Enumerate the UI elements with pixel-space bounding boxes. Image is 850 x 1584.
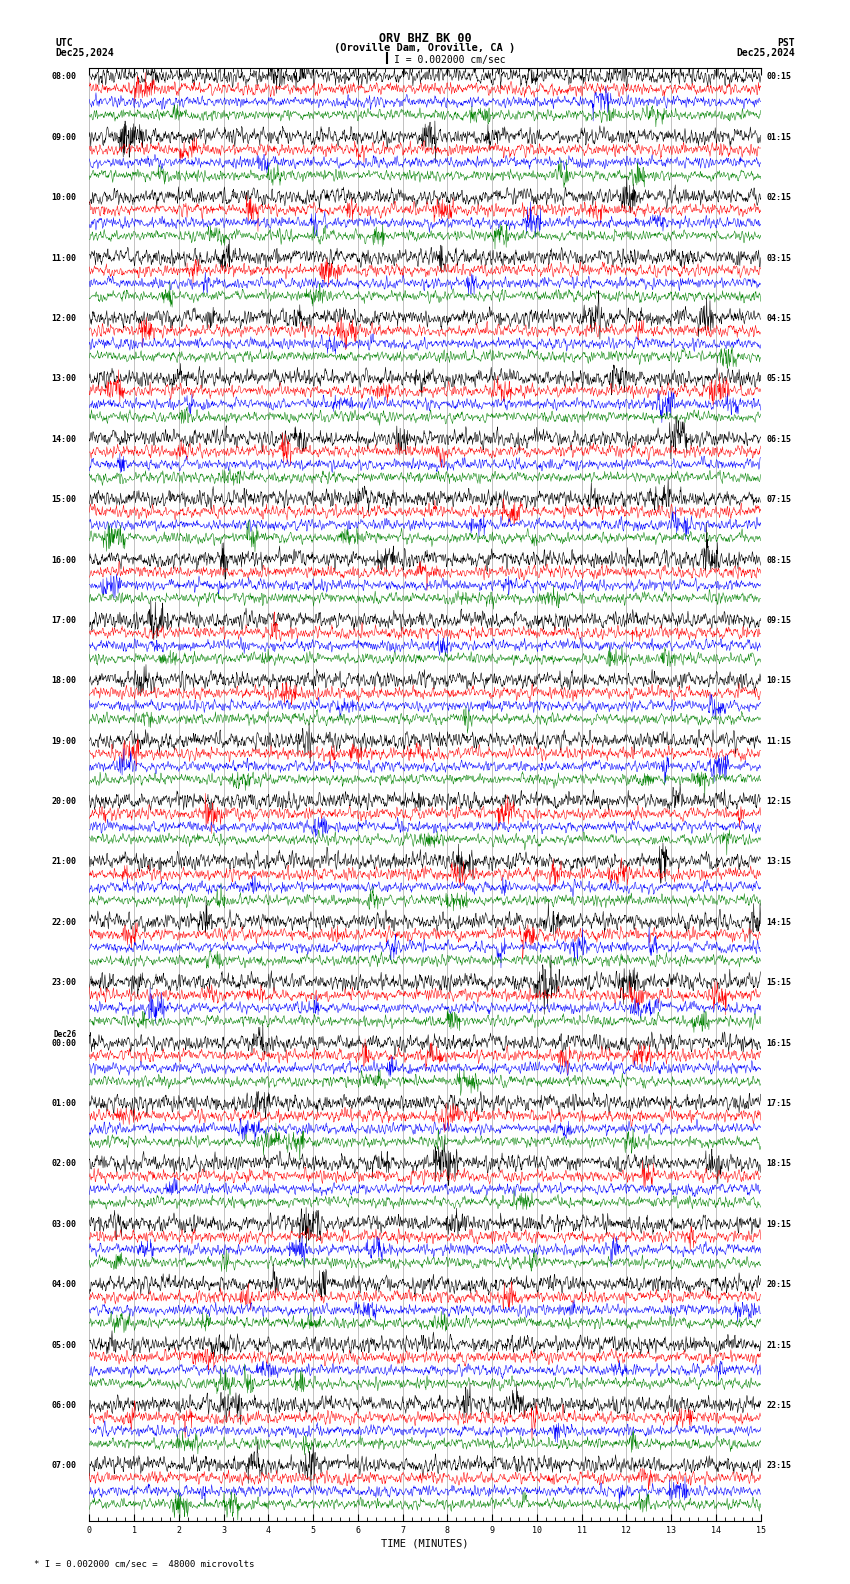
X-axis label: TIME (MINUTES): TIME (MINUTES) <box>382 1538 468 1549</box>
Text: (Oroville Dam, Oroville, CA ): (Oroville Dam, Oroville, CA ) <box>334 43 516 52</box>
Text: 19:00: 19:00 <box>52 737 76 746</box>
Text: 21:15: 21:15 <box>766 1340 791 1350</box>
Text: 12:15: 12:15 <box>766 797 791 806</box>
Text: 20:15: 20:15 <box>766 1280 791 1289</box>
Text: PST: PST <box>777 38 795 48</box>
Text: * I = 0.002000 cm/sec =  48000 microvolts: * I = 0.002000 cm/sec = 48000 microvolts <box>34 1559 254 1568</box>
Text: 04:00: 04:00 <box>52 1280 76 1289</box>
Text: 03:15: 03:15 <box>766 253 791 263</box>
Text: 22:00: 22:00 <box>52 917 76 927</box>
Text: 19:15: 19:15 <box>766 1220 791 1229</box>
Text: 18:00: 18:00 <box>52 676 76 686</box>
Text: 11:15: 11:15 <box>766 737 791 746</box>
Text: 15:00: 15:00 <box>52 496 76 504</box>
Text: 00:00: 00:00 <box>52 1039 76 1047</box>
Text: 13:15: 13:15 <box>766 857 791 866</box>
Text: 08:00: 08:00 <box>52 73 76 81</box>
Text: I = 0.002000 cm/sec: I = 0.002000 cm/sec <box>394 54 505 65</box>
Text: 05:15: 05:15 <box>766 374 791 383</box>
Text: 23:00: 23:00 <box>52 979 76 987</box>
Text: 01:15: 01:15 <box>766 133 791 141</box>
Text: 10:00: 10:00 <box>52 193 76 203</box>
Text: 01:00: 01:00 <box>52 1099 76 1109</box>
Text: 05:00: 05:00 <box>52 1340 76 1350</box>
Text: 12:00: 12:00 <box>52 314 76 323</box>
Text: 17:00: 17:00 <box>52 616 76 626</box>
Text: 08:15: 08:15 <box>766 556 791 564</box>
Text: 20:00: 20:00 <box>52 797 76 806</box>
Text: Dec25,2024: Dec25,2024 <box>55 48 114 57</box>
Text: 09:00: 09:00 <box>52 133 76 141</box>
Text: 03:00: 03:00 <box>52 1220 76 1229</box>
Text: 06:15: 06:15 <box>766 434 791 444</box>
Text: 14:15: 14:15 <box>766 917 791 927</box>
Text: 06:00: 06:00 <box>52 1402 76 1410</box>
Text: 02:15: 02:15 <box>766 193 791 203</box>
Text: 09:15: 09:15 <box>766 616 791 626</box>
Text: 16:15: 16:15 <box>766 1039 791 1047</box>
Text: 18:15: 18:15 <box>766 1159 791 1169</box>
Text: 04:15: 04:15 <box>766 314 791 323</box>
Text: 22:15: 22:15 <box>766 1402 791 1410</box>
Text: 00:15: 00:15 <box>766 73 791 81</box>
Text: 16:00: 16:00 <box>52 556 76 564</box>
Text: 15:15: 15:15 <box>766 979 791 987</box>
Text: 07:00: 07:00 <box>52 1462 76 1470</box>
Text: 07:15: 07:15 <box>766 496 791 504</box>
Text: 21:00: 21:00 <box>52 857 76 866</box>
Text: ORV BHZ BK 00: ORV BHZ BK 00 <box>379 32 471 44</box>
Text: 23:15: 23:15 <box>766 1462 791 1470</box>
Text: 14:00: 14:00 <box>52 434 76 444</box>
Text: 13:00: 13:00 <box>52 374 76 383</box>
Text: 11:00: 11:00 <box>52 253 76 263</box>
Text: UTC: UTC <box>55 38 73 48</box>
Text: 10:15: 10:15 <box>766 676 791 686</box>
Text: Dec26: Dec26 <box>54 1030 76 1039</box>
Text: 17:15: 17:15 <box>766 1099 791 1109</box>
Text: 02:00: 02:00 <box>52 1159 76 1169</box>
Text: Dec25,2024: Dec25,2024 <box>736 48 795 57</box>
